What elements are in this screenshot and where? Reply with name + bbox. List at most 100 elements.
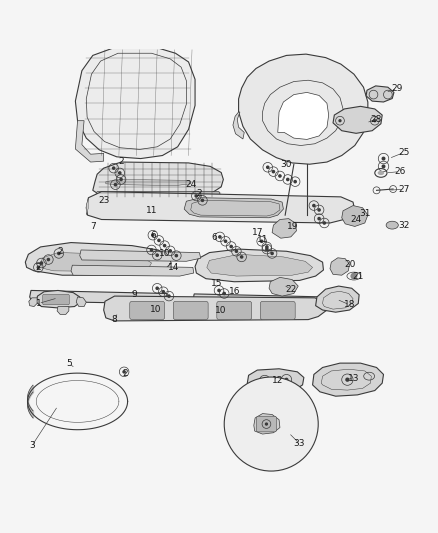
Polygon shape — [36, 290, 81, 308]
Polygon shape — [330, 258, 350, 275]
Circle shape — [150, 248, 153, 252]
Circle shape — [373, 119, 377, 123]
FancyBboxPatch shape — [217, 301, 252, 320]
Text: 15: 15 — [211, 279, 223, 288]
Circle shape — [345, 377, 350, 382]
FancyBboxPatch shape — [43, 294, 69, 305]
Polygon shape — [75, 120, 104, 162]
Circle shape — [260, 239, 264, 243]
Circle shape — [240, 255, 244, 259]
Circle shape — [218, 235, 222, 239]
Circle shape — [317, 208, 321, 212]
Polygon shape — [269, 277, 298, 296]
Polygon shape — [313, 363, 384, 396]
Circle shape — [201, 198, 204, 202]
Text: 6: 6 — [212, 233, 218, 242]
Circle shape — [224, 239, 227, 243]
Circle shape — [39, 261, 43, 265]
Text: 19: 19 — [287, 222, 299, 231]
Text: 18: 18 — [344, 300, 355, 309]
Polygon shape — [272, 219, 297, 238]
Polygon shape — [247, 369, 304, 393]
Text: 21: 21 — [353, 272, 364, 280]
Text: 2: 2 — [197, 189, 202, 198]
Text: 9: 9 — [131, 290, 137, 300]
Polygon shape — [75, 47, 195, 158]
Circle shape — [112, 166, 116, 170]
Circle shape — [122, 370, 126, 374]
Circle shape — [36, 265, 40, 269]
Polygon shape — [193, 294, 327, 307]
Text: 26: 26 — [394, 167, 405, 176]
Text: 24: 24 — [185, 180, 196, 189]
Text: 28: 28 — [370, 115, 381, 124]
Text: 23: 23 — [98, 196, 110, 205]
Text: 12: 12 — [272, 376, 283, 385]
Text: 2: 2 — [123, 369, 128, 378]
Circle shape — [265, 422, 268, 426]
Polygon shape — [104, 296, 327, 321]
Text: 13: 13 — [348, 374, 360, 383]
Polygon shape — [30, 290, 168, 303]
Polygon shape — [95, 192, 221, 202]
Text: 20: 20 — [344, 260, 355, 269]
Polygon shape — [86, 192, 355, 223]
Polygon shape — [29, 298, 37, 306]
Circle shape — [57, 252, 60, 255]
Polygon shape — [316, 286, 359, 312]
Text: 22: 22 — [285, 285, 297, 294]
Circle shape — [317, 217, 321, 221]
Text: 7: 7 — [90, 222, 95, 231]
Text: 11: 11 — [146, 206, 157, 215]
Circle shape — [119, 177, 123, 181]
Text: 25: 25 — [398, 148, 410, 157]
FancyBboxPatch shape — [256, 416, 276, 432]
Circle shape — [284, 378, 289, 382]
Circle shape — [350, 272, 357, 279]
Circle shape — [312, 204, 316, 207]
Polygon shape — [57, 306, 69, 314]
Text: 27: 27 — [398, 184, 410, 193]
Circle shape — [265, 247, 268, 251]
Polygon shape — [207, 254, 313, 276]
Polygon shape — [93, 162, 223, 198]
Text: 1: 1 — [35, 299, 41, 308]
Text: 29: 29 — [392, 84, 403, 93]
FancyBboxPatch shape — [173, 301, 208, 320]
Polygon shape — [41, 253, 152, 272]
Circle shape — [265, 245, 268, 249]
Circle shape — [235, 249, 238, 253]
Circle shape — [230, 245, 233, 248]
Circle shape — [224, 377, 318, 471]
Polygon shape — [184, 198, 283, 218]
Polygon shape — [86, 198, 88, 215]
Text: 30: 30 — [281, 160, 292, 169]
Polygon shape — [80, 250, 201, 261]
Circle shape — [266, 165, 269, 169]
Polygon shape — [195, 249, 323, 282]
Text: 3: 3 — [29, 441, 35, 450]
FancyBboxPatch shape — [130, 301, 165, 320]
Polygon shape — [76, 297, 86, 306]
Circle shape — [223, 292, 226, 295]
Polygon shape — [233, 112, 244, 139]
Circle shape — [217, 288, 221, 292]
Circle shape — [155, 286, 159, 290]
Text: 16: 16 — [229, 287, 240, 296]
Circle shape — [169, 249, 172, 253]
Circle shape — [381, 157, 385, 160]
Text: 24: 24 — [350, 215, 362, 224]
Polygon shape — [366, 86, 394, 102]
Circle shape — [270, 252, 274, 255]
Text: 10: 10 — [215, 306, 227, 316]
Circle shape — [293, 180, 297, 183]
Circle shape — [174, 254, 178, 257]
Text: 17: 17 — [252, 228, 264, 237]
Circle shape — [167, 294, 171, 298]
Circle shape — [286, 177, 290, 181]
Circle shape — [322, 221, 326, 225]
Circle shape — [151, 233, 155, 237]
Circle shape — [118, 171, 122, 175]
Circle shape — [155, 253, 159, 257]
Polygon shape — [106, 180, 191, 185]
